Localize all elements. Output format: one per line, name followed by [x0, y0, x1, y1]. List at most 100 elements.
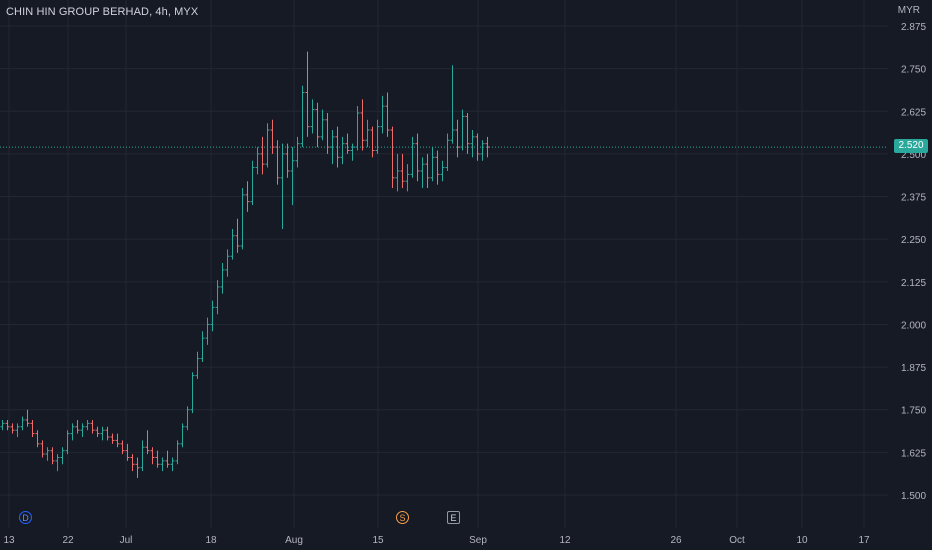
ohlc-bar [455, 119, 460, 158]
price-tick-label: 1.750 [901, 406, 926, 417]
price-tick-label: 2.250 [901, 235, 926, 246]
time-tick-label: Oct [729, 535, 745, 546]
ohlc-bar [475, 133, 480, 161]
ohlc-bar [190, 372, 195, 414]
ohlc-bar [340, 136, 345, 165]
ohlc-bar [205, 317, 210, 345]
ohlc-bar [250, 160, 255, 206]
ohlc-bar [245, 181, 250, 212]
ohlc-bar [415, 133, 420, 182]
ohlc-bar [80, 423, 85, 438]
price-tick-label: 2.750 [901, 65, 926, 76]
last-price-tag: 2.520 [894, 139, 928, 153]
ohlc-bar [105, 426, 110, 441]
time-tick-label: Jul [120, 535, 133, 546]
ohlc-bar [240, 188, 245, 250]
ohlc-bar [225, 249, 230, 277]
ohlc-bar [195, 351, 200, 380]
ohlc-bar [290, 147, 295, 206]
ohlc-bar [70, 423, 75, 441]
ohlc-bar [90, 419, 95, 434]
price-tick-label: 2.875 [901, 22, 926, 33]
ohlc-bar [110, 433, 115, 444]
ohlc-bar [390, 126, 395, 189]
time-tick-label: 26 [670, 535, 682, 546]
ohlc-bar [375, 119, 380, 154]
ohlc-bar [320, 109, 325, 141]
price-tick-label: 2.500 [901, 150, 926, 161]
ohlc-bar [395, 153, 400, 192]
price-tick-label: 2.000 [901, 320, 926, 331]
ohlc-bar [310, 99, 315, 134]
ohlc-bar [255, 147, 260, 175]
ohlc-bar [380, 95, 385, 134]
ohlc-bar [130, 454, 135, 472]
ohlc-bar [295, 136, 300, 168]
ohlc-bar [200, 331, 205, 362]
ohlc-bar [450, 65, 455, 144]
ohlc-bar [305, 51, 310, 137]
earnings-marker[interactable]: E [447, 511, 460, 524]
price-axis[interactable]: 2.875 2.750 2.625 2.500 2.375 2.250 2.125 2.000… [901, 22, 926, 502]
time-tick-label: 17 [858, 535, 870, 546]
price-tick-label: 2.375 [901, 193, 926, 204]
dividend-marker[interactable]: D [19, 511, 32, 524]
price-tick-label: 2.125 [901, 278, 926, 289]
ohlc-bar [480, 140, 485, 161]
ohlc-bar [400, 153, 405, 189]
ohlc-bars [0, 51, 490, 478]
ohlc-bar [300, 85, 305, 148]
ohlc-bar [275, 140, 280, 185]
ohlc-bar [230, 228, 235, 260]
currency-label: MYR [897, 5, 920, 16]
ohlc-bar [25, 409, 30, 427]
price-tick-label: 1.875 [901, 363, 926, 374]
price-tick-label: 2.625 [901, 107, 926, 118]
time-tick-label: Aug [285, 535, 303, 546]
ohlc-bar [55, 454, 60, 472]
ohlc-bar [35, 430, 40, 448]
ohlc-bar [345, 133, 350, 154]
ohlc-bar [435, 150, 440, 185]
time-tick-label: 18 [205, 535, 217, 546]
ohlc-bar [135, 457, 140, 478]
ohlc-bar [160, 457, 165, 472]
time-axis[interactable]: 13 22 Jul 18 Aug 15 Sep 12 26 Oct 10 17 [3, 535, 870, 546]
ohlc-bar [185, 406, 190, 431]
ohlc-bar [440, 160, 445, 182]
ohlc-bar [65, 430, 70, 455]
ohlc-bar [155, 450, 160, 468]
time-tick-label: 15 [372, 535, 384, 546]
ohlc-bar [210, 300, 215, 332]
ohlc-bar [470, 130, 475, 158]
ohlc-bar [125, 443, 130, 461]
ohlc-bar [350, 143, 355, 161]
ohlc-bar [45, 447, 50, 461]
time-tick-label: Sep [469, 535, 487, 546]
ohlc-bar [235, 218, 240, 253]
ohlc-bar [40, 440, 45, 458]
ohlc-bar [120, 440, 125, 455]
ohlc-bar [270, 119, 275, 154]
ohlc-bar [20, 416, 25, 431]
ohlc-bar [430, 147, 435, 182]
time-tick-label: 22 [62, 535, 74, 546]
ohlc-bar [360, 99, 365, 151]
ohlc-bar [335, 126, 340, 168]
split-marker[interactable]: S [396, 511, 409, 524]
ohlc-bar [215, 280, 220, 315]
ohlc-bar [95, 426, 100, 438]
ohlc-bar [445, 133, 450, 171]
ohlc-bar [30, 419, 35, 438]
ohlc-bar [280, 143, 285, 229]
ohlc-bar [0, 419, 5, 431]
ohlc-bar [260, 136, 265, 175]
symbol-title: CHIN HIN GROUP BERHAD, 4h, MYX [6, 6, 199, 18]
ohlc-bar [410, 136, 415, 178]
ohlc-bar [405, 164, 410, 192]
ohlc-bar [330, 130, 335, 165]
ohlc-bar [370, 126, 375, 158]
ohlc-bar [165, 450, 170, 468]
